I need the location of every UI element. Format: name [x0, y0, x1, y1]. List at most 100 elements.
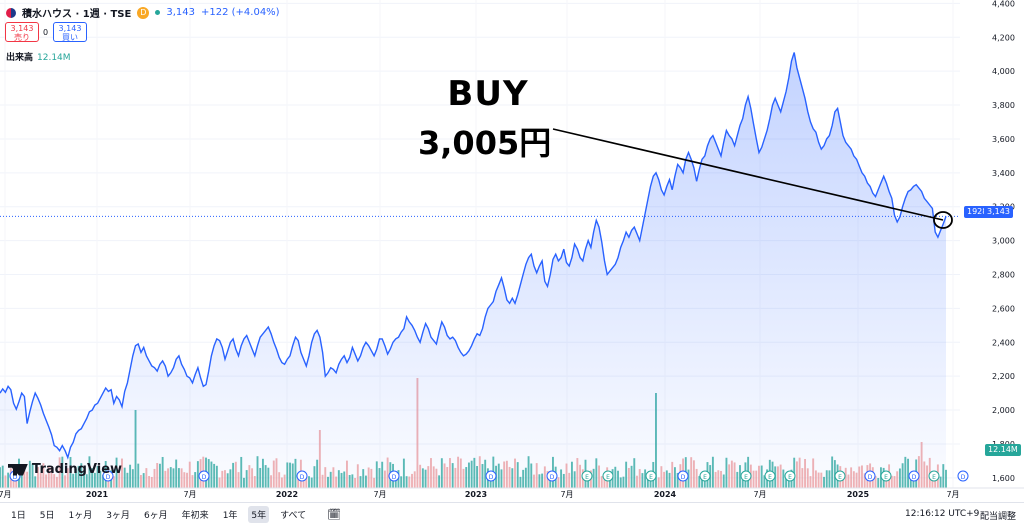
price-change: +122 (+4.04%) [200, 7, 280, 18]
price-line [0, 52, 947, 460]
x-tick-label: 7月 [560, 490, 573, 499]
earnings-marker[interactable] [880, 470, 892, 482]
timeframe-button[interactable]: すべて [280, 511, 307, 521]
price-area [0, 52, 946, 488]
event-marker-label: E [768, 474, 772, 481]
event-marker-label: E [703, 474, 707, 481]
buy-button[interactable]: 3,143 買い [53, 22, 87, 42]
x-tick-label: 2023 [465, 490, 487, 499]
event-marker-label: D [681, 474, 686, 481]
dividend-marker[interactable] [908, 470, 920, 482]
timeframe-button[interactable]: 1年 [222, 511, 238, 521]
price-chart[interactable]: 1,6001,8002,0002,2002,4002,6002,8003,000… [0, 0, 1024, 500]
market-status-dot [155, 10, 161, 15]
dividend-marker[interactable] [388, 470, 400, 482]
bottom-toolbar: 1日 5日 1ヶ月 3ヶ月 6ヶ月 年初来 1年 5年 すべて 🗓 12:16:12 UTC+9… [0, 502, 1024, 526]
event-marker-label: D [550, 474, 555, 481]
symbol-legend[interactable]: 積水ハウス · 1週 · TSE D 3,143 +122 (+4.04%) [6, 5, 280, 20]
dividend-marker[interactable] [957, 470, 969, 482]
event-marker-label: D [106, 474, 111, 481]
clock[interactable]: 12:16:12 UTC+9 [905, 509, 980, 519]
event-marker-label: D [202, 474, 207, 481]
y-tick-label: 2,600 [992, 304, 1015, 313]
y-axis[interactable]: 1,6001,8002,0002,2002,4002,6002,8003,000… [960, 0, 1024, 488]
sell-button[interactable]: 3,143 売り [5, 22, 39, 42]
y-tick-label: 2,800 [992, 271, 1015, 280]
y-tick-label: 4,000 [992, 67, 1015, 76]
calendar-icon[interactable]: 🗓 [327, 508, 342, 521]
timeframe-button[interactable]: 年初来 [181, 511, 209, 521]
timeframe-button[interactable]: 3ヶ月 [106, 511, 130, 521]
x-tick-label: 7月 [183, 490, 196, 499]
dividend-marker[interactable] [102, 470, 114, 482]
earnings-marker[interactable] [699, 470, 711, 482]
timeframe-button[interactable]: 1日 [11, 511, 26, 521]
event-marker-label: D [13, 474, 18, 481]
event-marker-label: D [300, 474, 305, 481]
tradingview-logo-text: TradingView [32, 462, 123, 477]
volume-legend-value: 12.14M [37, 53, 71, 63]
buy-annotation-circle [933, 211, 953, 229]
japan-flag-icon [6, 7, 16, 18]
x-axis[interactable]: 7月 2021 7月 2022 7月 2023 7月 2024 7月 2025 7月 [0, 487, 1024, 499]
tradingview-logo-icon [8, 463, 28, 476]
sell-price: 3,143 [10, 24, 34, 33]
event-marker-label: E [838, 474, 842, 481]
tradingview-logo[interactable]: TradingView [8, 462, 122, 477]
y-tick-label: 3,800 [992, 101, 1015, 110]
event-marker-label: D [489, 474, 494, 481]
dividend-marker[interactable] [296, 470, 308, 482]
volume-legend-label: 出来高 [6, 53, 34, 63]
event-marker-label: E [585, 474, 589, 481]
x-tick-label: 2025 [847, 490, 870, 499]
x-tick-label: 2022 [276, 490, 298, 499]
last-price-tag: 3,143 [984, 206, 1013, 218]
y-tick-label: 2,200 [992, 372, 1015, 381]
y-tick-label: 3,400 [992, 169, 1015, 178]
sell-label: 売り [14, 33, 30, 42]
buy-annotation-price: 3,005円 [418, 124, 552, 162]
timeframe-button[interactable]: 6ヶ月 [143, 511, 168, 521]
event-marker-label: D [868, 474, 873, 481]
y-tick-label: 3,000 [992, 237, 1015, 246]
earnings-marker[interactable] [645, 470, 657, 482]
earnings-marker[interactable] [740, 470, 752, 482]
y-tick-label: 3,600 [992, 135, 1015, 144]
earnings-marker[interactable] [764, 470, 776, 482]
event-marker-label: E [788, 474, 792, 481]
y-tick-label: 4,200 [992, 33, 1015, 42]
dividend-marker[interactable] [198, 470, 210, 482]
dividend-marker[interactable] [677, 470, 689, 482]
symbol-title[interactable]: 積水ハウス · 1週 · TSE [22, 9, 132, 20]
buy-label: 買い [62, 33, 78, 42]
earnings-marker[interactable] [602, 470, 614, 482]
timeframe-list: 1日 5日 1ヶ月 3ヶ月 6ヶ月 年初来 1年 5年 すべて [0, 506, 309, 523]
x-tick-label: 2021 [86, 490, 109, 499]
timeframe-button[interactable]: 5日 [39, 511, 55, 521]
y-tick-label: 2,000 [992, 406, 1015, 415]
y-tick-label: 4,400 [992, 0, 1015, 8]
buy-annotation-text: BUY [447, 74, 529, 114]
volume-legend[interactable]: 出来高 12.14M [6, 50, 71, 63]
dividend-marker[interactable] [485, 470, 497, 482]
event-marker-label: E [744, 474, 748, 481]
earnings-marker[interactable] [784, 470, 796, 482]
timeframe-button[interactable]: 1ヶ月 [68, 511, 93, 521]
event-marker-label: E [649, 474, 653, 481]
x-tick-label: 7月 [946, 490, 959, 499]
timeframe-button[interactable]: 5年 [248, 506, 270, 523]
event-marker-label: D [961, 474, 966, 481]
x-tick-label: 7月 [753, 490, 766, 499]
earnings-marker[interactable] [581, 470, 593, 482]
x-tick-label: 7月 [373, 490, 386, 499]
earnings-marker[interactable] [834, 470, 846, 482]
dividend-marker[interactable] [546, 470, 558, 482]
x-tick-label: 7月 [0, 490, 12, 499]
buy-price: 3,143 [58, 24, 82, 33]
last-price: 3,143 [166, 7, 195, 18]
dividend-marker[interactable] [864, 470, 876, 482]
x-tick-label: 2024 [654, 490, 677, 499]
earnings-marker[interactable] [928, 470, 940, 482]
dividend-adjust-toggle[interactable]: 配当調整 [980, 512, 1017, 522]
